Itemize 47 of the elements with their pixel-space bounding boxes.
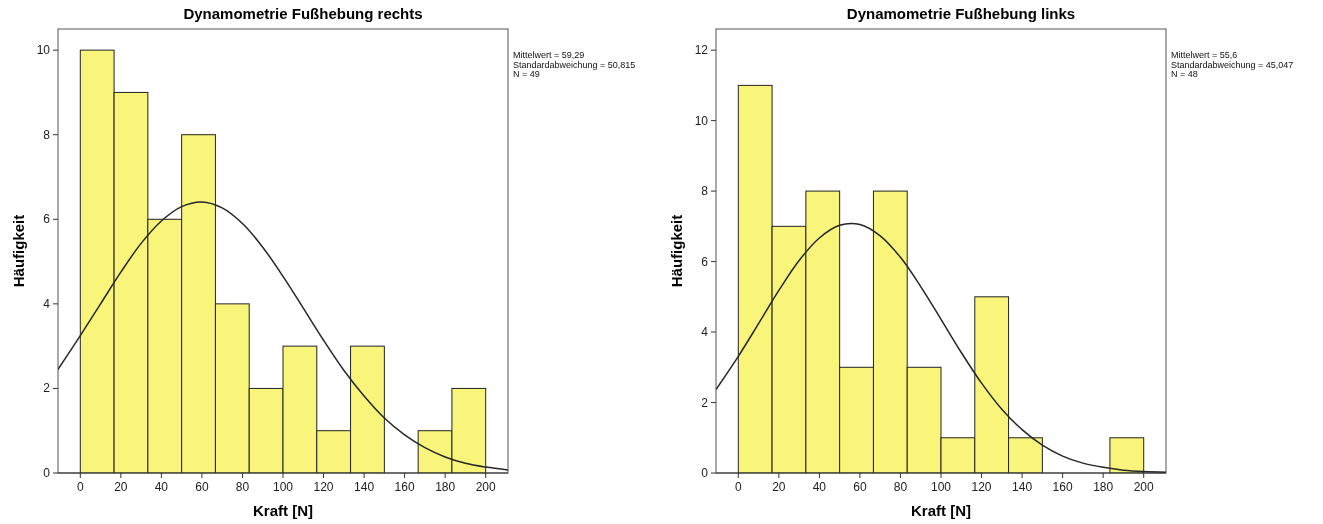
- x-axis-title: Kraft [N]: [911, 502, 971, 519]
- y-tick-label: 6: [701, 254, 709, 269]
- chart-title: Dynamometrie Fußhebung links: [846, 5, 1076, 22]
- text: Standardabweichung = 50,815: [513, 59, 636, 70]
- y-tick-label: 12: [694, 43, 709, 58]
- x-tick-label: 0: [734, 480, 742, 494]
- x-tick-label: 180: [435, 480, 456, 494]
- x-tick-label: 60: [853, 480, 867, 494]
- x-tick-label: 20: [114, 480, 128, 494]
- x-tick-label: 140: [1012, 480, 1033, 494]
- y-tick-label: 4: [701, 325, 709, 340]
- text: N = 49: [513, 69, 540, 79]
- y-tick-label: 2: [701, 395, 709, 410]
- x-tick-label: 200: [1133, 480, 1155, 494]
- x-tick-label: 40: [154, 480, 169, 494]
- text: N = 48: [1171, 69, 1198, 79]
- x-tick-label: 120: [971, 480, 992, 494]
- x-tick-label: 0: [76, 480, 84, 494]
- x-tick-label: 60: [195, 480, 209, 494]
- x-tick-label: 180: [1093, 480, 1114, 494]
- y-tick-label: 4: [43, 296, 51, 311]
- y-tick-label: 0: [701, 466, 709, 480]
- y-tick-label: 2: [43, 381, 51, 396]
- text: Mittelwert = 59,29: [513, 50, 585, 60]
- y-tick-label: 10: [694, 113, 709, 128]
- x-tick-label: 120: [313, 480, 334, 494]
- x-tick-label: 100: [272, 480, 294, 494]
- y-tick-label: 8: [701, 184, 709, 199]
- y-axis-title: Häufigkeit: [668, 214, 685, 288]
- x-axis-title: Kraft [N]: [253, 502, 313, 519]
- text: Mittelwert = 55,6: [1171, 50, 1238, 60]
- y-axis-title: Häufigkeit: [10, 214, 27, 288]
- x-tick-label: 140: [354, 480, 375, 494]
- chart-title: Dynamometrie Fußhebung rechts: [183, 5, 423, 22]
- y-tick-label: 10: [36, 43, 51, 58]
- x-tick-label: 80: [893, 480, 908, 494]
- x-tick-label: 200: [475, 480, 497, 494]
- y-tick-label: 8: [43, 127, 51, 142]
- x-tick-label: 80: [235, 480, 250, 494]
- y-tick-label: 0: [43, 466, 51, 480]
- x-tick-label: 40: [812, 480, 827, 494]
- x-tick-label: 100: [930, 480, 952, 494]
- x-tick-label: 20: [772, 480, 786, 494]
- text: Standardabweichung = 45,047: [1171, 59, 1294, 70]
- y-tick-label: 6: [43, 212, 51, 227]
- x-tick-label: 160: [394, 480, 415, 494]
- x-tick-label: 160: [1052, 480, 1073, 494]
